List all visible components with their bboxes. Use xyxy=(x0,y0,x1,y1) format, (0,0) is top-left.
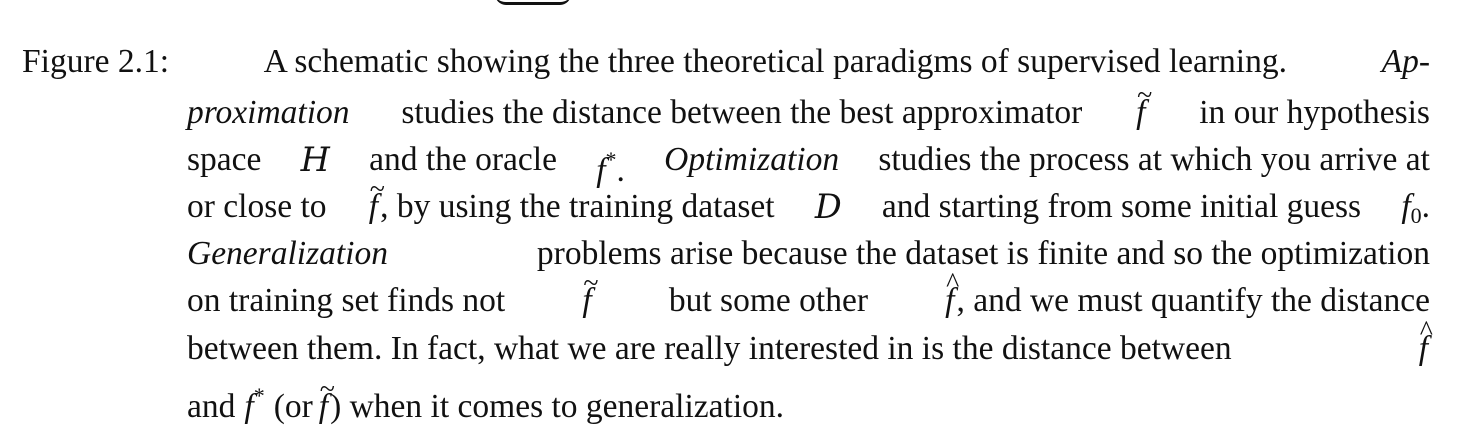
math-symbol-f-tilde: f ~ xyxy=(318,374,335,426)
math-symbol-hypothesis-space: H xyxy=(300,140,330,179)
math-symbol-f-tilde: f ~ xyxy=(582,268,599,320)
caption-text: and xyxy=(187,388,236,425)
caption-text: on training set finds not xyxy=(187,282,506,319)
caption-text: space xyxy=(187,141,262,178)
caption-text: problems arise because the dataset is fi… xyxy=(536,235,1430,272)
caption-emphasis: Ap- xyxy=(1381,43,1430,80)
caption-emphasis: proximation xyxy=(187,94,350,131)
caption-text: between them. In fact, what we are reall… xyxy=(187,330,1232,367)
caption-text: (or xyxy=(273,388,313,425)
caption-text: f ^, and we must quantify the distance xyxy=(943,268,1430,323)
caption-text: studies the process at which you arrive … xyxy=(878,141,1430,178)
caption-line-7: between them. In fact, what we are reall… xyxy=(187,316,1433,371)
math-symbol-oracle: f*. xyxy=(596,147,625,189)
math-symbol-dataset: D xyxy=(814,187,842,226)
figure-label: Figure 2.1: xyxy=(22,43,170,80)
caption-text: f ~, by using the training dataset xyxy=(367,174,775,229)
caption-line-6: on training set finds not f ~ but some ot… xyxy=(187,268,1430,323)
caption-emphasis: Optimization xyxy=(664,141,840,178)
math-symbol-initial-guess: f0. xyxy=(1401,188,1430,228)
caption-text: and the oracle xyxy=(369,141,557,178)
math-symbol-f-tilde: f ~ xyxy=(368,174,385,226)
caption-text: ) when it comes to generalization. xyxy=(330,388,785,425)
math-symbol-f-tilde: f ~ xyxy=(1136,80,1153,132)
math-symbol-f-hat: f ^ xyxy=(1418,316,1433,368)
caption-line-8: and f* (or f ~) when it comes to generalizat… xyxy=(187,374,784,426)
math-symbol-f-hat: f ^ xyxy=(945,268,960,320)
caption-text: A schematic showing the three theoretica… xyxy=(263,43,1287,80)
caption-line-3: space H and the oracle f*. Optimization … xyxy=(187,138,1430,189)
caption-line-1: Figure 2.1: A schematic showing the thre… xyxy=(22,40,1430,84)
caption-line-2: proximation studies the distance between… xyxy=(187,80,1430,135)
caption-emphasis: Generalization xyxy=(187,235,388,272)
caption-line-4: or close to f ~, by using the training da… xyxy=(187,174,1430,229)
math-symbol-oracle: f* xyxy=(244,383,265,425)
caption-text: and starting from some initial guess xyxy=(881,188,1362,225)
figure-edge-arc xyxy=(495,0,571,5)
caption-text: studies the distance between the best ap… xyxy=(401,94,1083,131)
caption-text: in our hypothesis xyxy=(1199,94,1430,131)
caption-text: or close to xyxy=(187,188,327,225)
caption-text: but some other xyxy=(668,282,868,319)
caption-line-5: Generalization problems arise because th… xyxy=(187,232,1430,276)
